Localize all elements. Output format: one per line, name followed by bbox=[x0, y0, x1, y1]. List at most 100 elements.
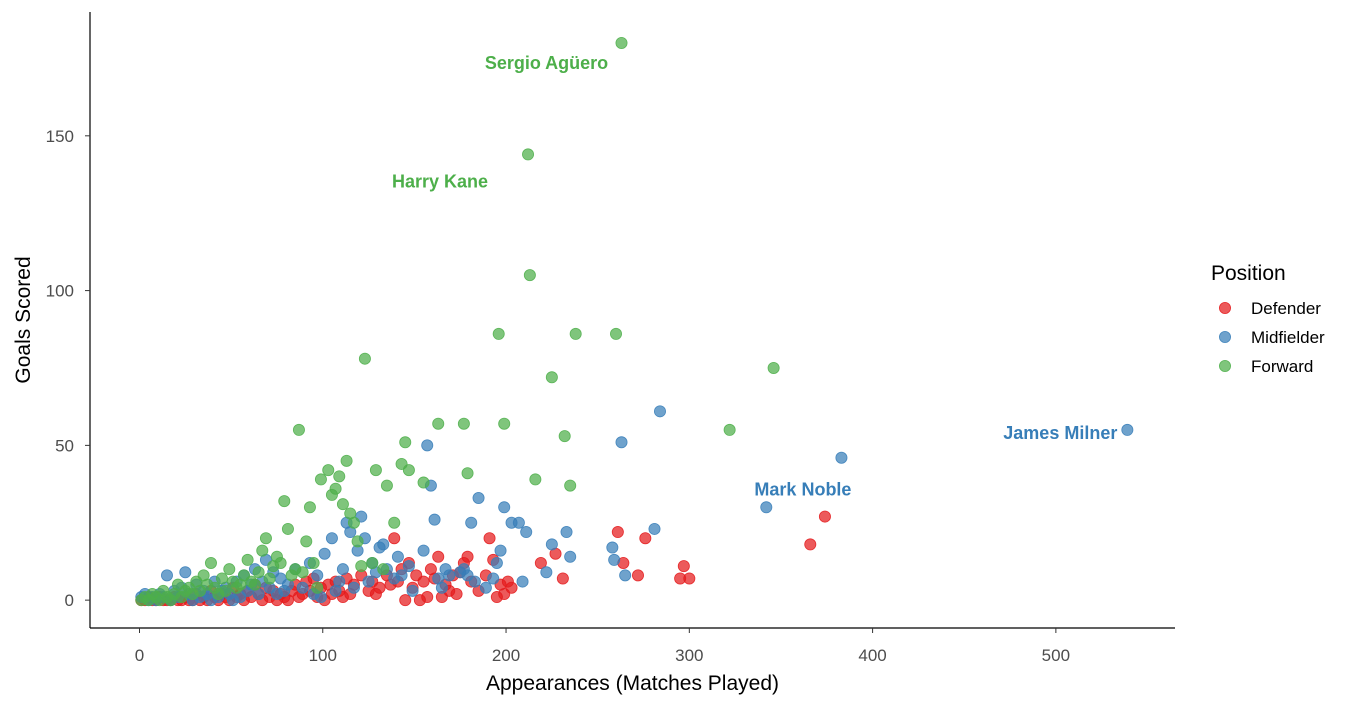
point-defender bbox=[677, 560, 690, 573]
point-midfielder bbox=[318, 547, 331, 560]
point-forward bbox=[336, 498, 349, 511]
point-defender bbox=[417, 575, 430, 588]
point-forward bbox=[369, 464, 382, 477]
axes-layer: 0 100 200 300 400 500 0 50 100 150 bbox=[46, 12, 1175, 665]
point-midfielder bbox=[545, 538, 558, 551]
point-midfielder bbox=[296, 581, 309, 594]
point-midfielder bbox=[619, 569, 632, 582]
point-midfielder bbox=[564, 550, 577, 563]
point-defender bbox=[373, 581, 386, 594]
point-forward bbox=[523, 269, 536, 282]
point-forward bbox=[314, 473, 327, 486]
point-forward bbox=[223, 563, 236, 576]
annotation-label: Mark Noble bbox=[754, 480, 851, 500]
point-midfielder bbox=[468, 575, 481, 588]
legend-key-midfielder bbox=[1219, 330, 1232, 343]
legend: Position Defender Midfielder Forward bbox=[1211, 262, 1325, 376]
point-defender bbox=[818, 510, 831, 523]
point-midfielder bbox=[402, 560, 415, 573]
point-defender bbox=[534, 556, 547, 569]
point-midfielder bbox=[336, 563, 349, 576]
point-forward bbox=[388, 516, 401, 529]
point-forward bbox=[215, 572, 228, 585]
point-midfielder bbox=[540, 566, 553, 579]
point-forward bbox=[366, 556, 379, 569]
point-forward bbox=[274, 556, 287, 569]
x-tick-label: 400 bbox=[858, 646, 886, 665]
points-layer bbox=[135, 36, 1134, 607]
point-midfielder bbox=[512, 516, 525, 529]
x-tick-label: 300 bbox=[675, 646, 703, 665]
point-defender bbox=[804, 538, 817, 551]
point-forward bbox=[610, 327, 623, 340]
point-forward bbox=[355, 560, 368, 573]
point-forward bbox=[432, 417, 445, 430]
y-tick-label: 0 bbox=[65, 591, 74, 610]
point-forward bbox=[340, 454, 353, 467]
point-defender bbox=[399, 594, 412, 607]
point-forward bbox=[492, 327, 505, 340]
point-forward bbox=[307, 556, 320, 569]
point-midfielder bbox=[615, 436, 628, 449]
point-defender bbox=[450, 587, 463, 600]
point-midfielder bbox=[465, 516, 478, 529]
point-forward bbox=[723, 423, 736, 436]
point-forward bbox=[522, 148, 535, 161]
point-forward bbox=[248, 578, 261, 591]
point-midfielder bbox=[179, 566, 192, 579]
point-defender bbox=[639, 532, 652, 545]
point-midfielder bbox=[487, 572, 500, 585]
legend-label-forward: Forward bbox=[1251, 357, 1313, 376]
point-midfielder bbox=[498, 501, 511, 514]
y-axis-title: Goals Scored bbox=[12, 256, 35, 383]
point-forward bbox=[380, 479, 393, 492]
point-forward bbox=[529, 473, 542, 486]
point-forward bbox=[303, 501, 316, 514]
point-defender bbox=[483, 532, 496, 545]
annotations-layer: Sergio Agüero Harry Kane James Milner Mark … bbox=[392, 53, 1117, 500]
x-axis-title: Appearances (Matches Played) bbox=[486, 672, 779, 695]
y-tick-label: 100 bbox=[46, 282, 74, 301]
legend-label-midfielder: Midfielder bbox=[1251, 328, 1325, 347]
point-forward bbox=[241, 553, 254, 566]
point-forward bbox=[256, 544, 269, 557]
point-forward bbox=[347, 516, 360, 529]
point-forward bbox=[329, 482, 342, 495]
x-tick-label: 100 bbox=[309, 646, 337, 665]
legend-key-defender bbox=[1219, 301, 1232, 314]
point-midfielder bbox=[653, 405, 666, 418]
point-forward bbox=[281, 522, 294, 535]
point-forward bbox=[417, 476, 430, 489]
x-tick-label: 200 bbox=[492, 646, 520, 665]
point-forward bbox=[457, 417, 470, 430]
point-midfielder bbox=[760, 501, 773, 514]
point-midfielder bbox=[325, 532, 338, 545]
annotation-label: Harry Kane bbox=[392, 171, 488, 191]
point-forward bbox=[322, 464, 335, 477]
point-midfielder bbox=[1121, 423, 1134, 436]
point-midfielder bbox=[835, 451, 848, 464]
point-defender bbox=[388, 532, 401, 545]
point-forward bbox=[402, 464, 415, 477]
point-forward bbox=[351, 535, 364, 548]
point-midfielder bbox=[391, 550, 404, 563]
point-midfielder bbox=[421, 439, 434, 452]
point-defender bbox=[631, 569, 644, 582]
point-defender bbox=[611, 526, 624, 539]
point-forward bbox=[333, 470, 346, 483]
legend-key-forward bbox=[1219, 359, 1232, 372]
point-forward bbox=[498, 417, 511, 430]
point-midfielder bbox=[443, 569, 456, 582]
point-midfielder bbox=[428, 513, 441, 526]
point-forward bbox=[767, 361, 780, 374]
point-forward bbox=[564, 479, 577, 492]
point-midfielder bbox=[516, 575, 529, 588]
point-forward bbox=[259, 532, 272, 545]
x-tick-label: 0 bbox=[135, 646, 144, 665]
point-defender bbox=[461, 550, 474, 563]
point-midfielder bbox=[479, 581, 492, 594]
y-tick-label: 150 bbox=[46, 127, 74, 146]
point-forward bbox=[558, 430, 571, 443]
point-forward bbox=[292, 423, 305, 436]
point-forward bbox=[204, 556, 217, 569]
